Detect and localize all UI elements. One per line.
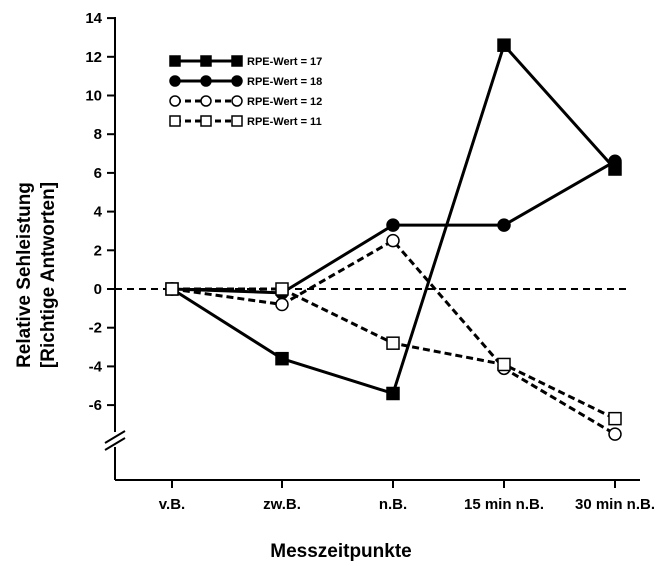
legend-label: RPE-Wert = 17 [247, 56, 322, 68]
legend-entry: RPE-Wert = 12 [169, 95, 322, 108]
y-axis-title-line1: Relative Sehleistung [14, 182, 35, 368]
x-axis-title: Messzeitpunkte [270, 541, 411, 562]
legend-marker [200, 75, 212, 87]
legend-marker [231, 95, 243, 107]
x-tick-label: v.B. [159, 496, 185, 513]
data-point [275, 351, 289, 366]
data-point [386, 233, 400, 248]
legend-label: RPE-Wert = 11 [247, 116, 322, 128]
legend-marker [200, 55, 212, 67]
data-point [497, 218, 511, 232]
y-tick-label: 14 [85, 10, 102, 27]
axes: -6 -4 -2 0 2 4 6 8 10 12 14 v.B. zw.B. n.B. 15 min n.B… [85, 10, 655, 513]
y-tick-label: 2 [94, 242, 102, 259]
y-tick-label: -6 [89, 397, 102, 414]
data-point [275, 282, 289, 296]
x-tick-label: 15 min n.B. [464, 496, 544, 513]
legend-marker [169, 55, 181, 67]
axis-break-mark [104, 437, 126, 451]
legend-entry: RPE-Wert = 11 [169, 115, 322, 128]
data-point [386, 218, 400, 232]
y-tick-label: 4 [94, 204, 103, 221]
legend-marker [231, 75, 243, 87]
x-tick-label: n.B. [379, 496, 407, 513]
x-tick-label: 30 min n.B. [575, 496, 655, 513]
data-point [497, 38, 511, 52]
axis-break-mark [104, 430, 126, 444]
y-tick-label: 8 [94, 126, 102, 143]
legend-marker [169, 75, 181, 87]
y-tick-label: 6 [94, 165, 102, 182]
y-axis-title-line2: [Richtige Antworten] [38, 182, 59, 368]
series-2 [165, 154, 622, 300]
data-point [497, 357, 511, 372]
data-point [608, 427, 622, 441]
y-tick-label: -4 [89, 358, 103, 375]
legend-marker [231, 55, 243, 67]
data-point [386, 336, 400, 350]
y-tick-label: 10 [85, 88, 102, 105]
legend-entry: RPE-Wert = 17 [169, 55, 322, 68]
series-layer [165, 38, 622, 441]
x-tick-label: zw.B. [263, 496, 301, 513]
legend-marker [200, 115, 212, 127]
data-point [275, 297, 289, 312]
y-tick-label: -2 [89, 320, 102, 337]
y-tick-label: 12 [85, 49, 102, 66]
data-point [608, 154, 622, 169]
y-tick-label: 0 [94, 281, 102, 298]
series-4 [165, 282, 622, 426]
legend: RPE-Wert = 17 RPE-Wert = 18 RPE-Wert = 12 R… [169, 55, 322, 128]
legend-marker [200, 95, 212, 107]
data-point [165, 282, 179, 296]
data-point [608, 411, 622, 426]
legend-label: RPE-Wert = 12 [247, 96, 322, 108]
legend-label: RPE-Wert = 18 [247, 76, 322, 88]
legend-entry: RPE-Wert = 18 [169, 75, 322, 88]
legend-marker [169, 95, 181, 107]
data-point [386, 386, 400, 401]
legend-marker [169, 115, 181, 127]
legend-marker [231, 115, 243, 127]
series-line [171, 239, 616, 436]
